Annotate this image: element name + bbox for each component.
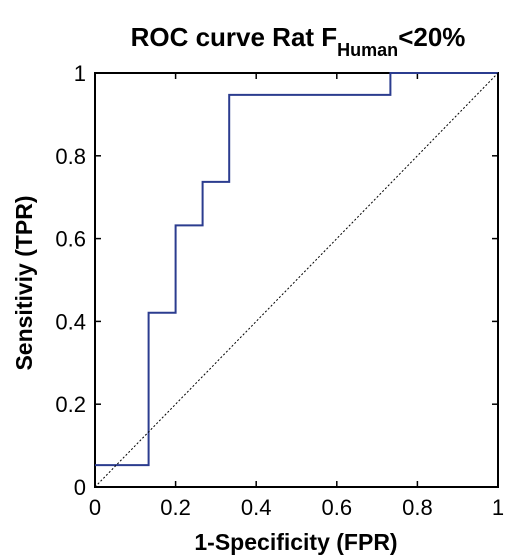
y-tick-label: 0.8	[55, 144, 86, 169]
roc-curve-line	[95, 72, 498, 467]
x-axis-label: 1-Specificity (FPR)	[194, 529, 397, 555]
chart-title-prefix: ROC curve Rat F	[131, 22, 338, 52]
chance-diagonal-line	[94, 72, 499, 488]
y-tick-label: 0.2	[55, 392, 86, 417]
x-tick-label: 0.6	[322, 495, 353, 520]
y-tick-label: 1	[74, 61, 86, 86]
x-tick-label: 0.8	[402, 495, 433, 520]
x-tick-label: 0.4	[241, 495, 272, 520]
y-tick-label: 0.6	[55, 227, 86, 252]
chart-title-suffix: <20%	[398, 22, 465, 52]
y-tick-label: 0.4	[55, 309, 86, 334]
chart-title: ROC curve Rat FHuman<20%	[131, 22, 466, 60]
plot-frame	[94, 72, 499, 488]
chart-title-subscript: Human	[337, 40, 398, 60]
y-axis-label: Sensitiviy (TPR)	[11, 195, 37, 370]
y-tick-label: 0	[74, 475, 86, 500]
x-tick-label: 1	[492, 495, 504, 520]
x-tick-label: 0.2	[160, 495, 191, 520]
plot-area: 0 0.2 0.4 0.6 0.8 1 0 0.2 0.4 0.6 0.8 1	[55, 61, 504, 520]
x-tick-label: 0	[89, 495, 101, 520]
